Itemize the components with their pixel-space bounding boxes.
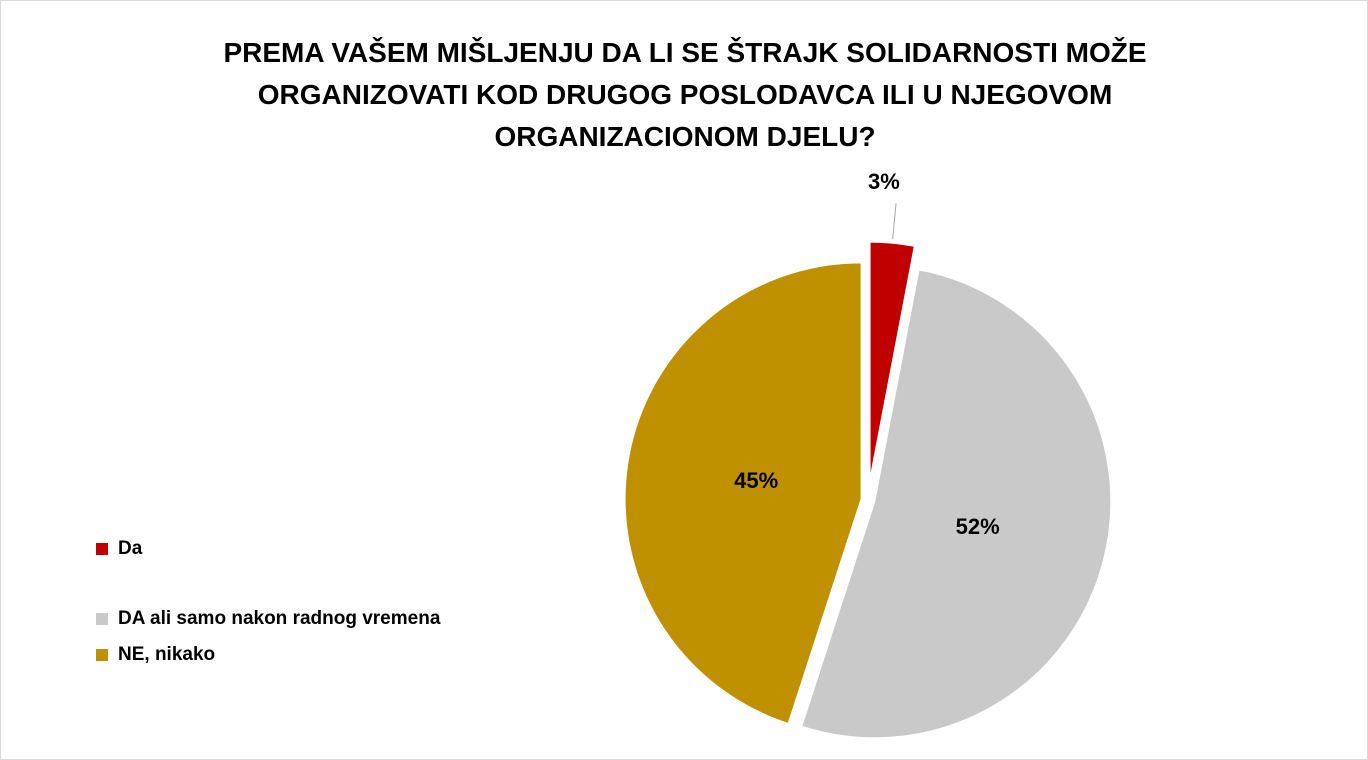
legend-swatch — [96, 613, 108, 625]
legend: Da DA ali samo nakon radnog vremena NE, ni… — [96, 532, 466, 674]
legend-label: DA ali samo nakon radnog vremena — [118, 608, 441, 629]
data-label: 3% — [868, 169, 900, 194]
pie-slice — [801, 269, 1112, 739]
data-label: 45% — [734, 468, 778, 493]
legend-label: NE, nikako — [118, 644, 216, 665]
pie-slice — [869, 241, 915, 479]
legend-item: Da — [96, 532, 466, 566]
chart-title: PREMA VAŠEM MIŠLJENJU DA LI SE ŠTRAJK SO… — [223, 37, 1147, 152]
legend-item: NE, nikako — [96, 638, 466, 672]
legend-swatch — [96, 543, 108, 555]
leader-line — [892, 203, 897, 240]
legend-swatch — [96, 649, 108, 661]
legend-item: DA ali samo nakon radnog vremena — [96, 602, 466, 636]
data-label: 52% — [956, 514, 1000, 539]
legend-label: Da — [118, 538, 143, 559]
pie-slice — [624, 262, 862, 724]
